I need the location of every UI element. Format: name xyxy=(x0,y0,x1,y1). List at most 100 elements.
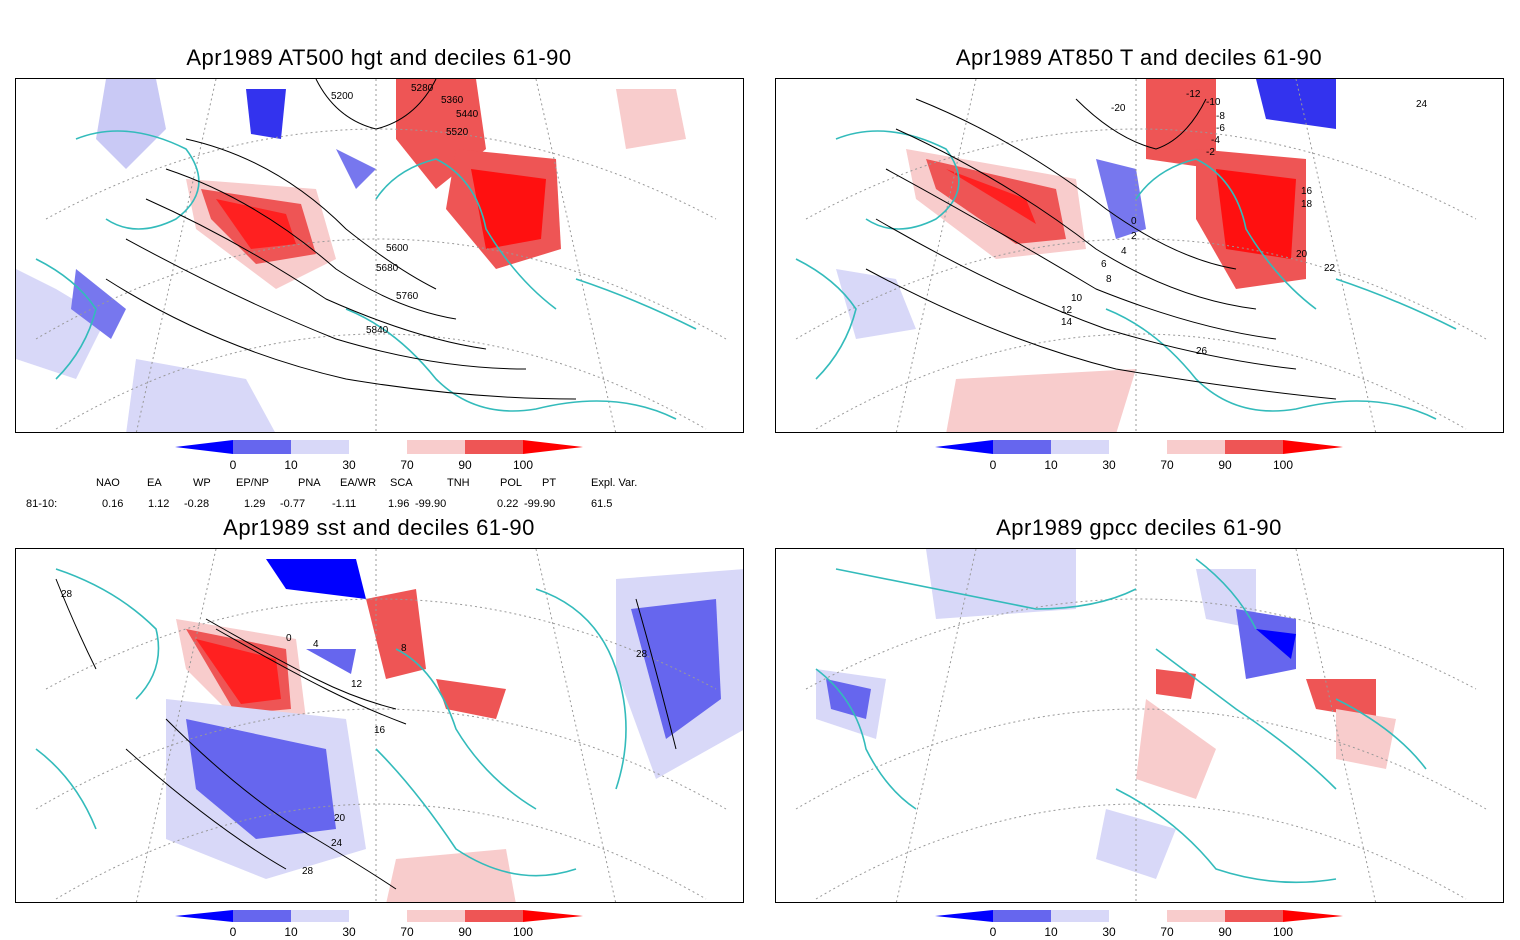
map-sst: 28 0 4 8 12 16 20 24 28 28 xyxy=(15,548,744,903)
colorbar-label: 0 xyxy=(989,458,997,472)
colorbar-label: 100 xyxy=(1272,458,1294,472)
index-value: 61.5 xyxy=(591,498,613,510)
contour-label: -6 xyxy=(1216,123,1225,134)
colorbar-label: 30 xyxy=(1102,458,1116,472)
colorbar-label: 70 xyxy=(1160,458,1174,472)
contour-label: 10 xyxy=(1071,293,1083,304)
index-value: 0.16 xyxy=(102,498,124,510)
contour-label: 5280 xyxy=(411,83,434,94)
colorbar-label: 70 xyxy=(1160,925,1174,939)
colorbar-segment xyxy=(1109,910,1167,922)
index-header: EA/WR xyxy=(340,477,377,489)
colorbar-label: 30 xyxy=(1102,925,1116,939)
contour-label: -4 xyxy=(1211,135,1220,146)
contour-label: -12 xyxy=(1186,89,1201,100)
panel-title-sst: Apr1989 sst and deciles 61-90 xyxy=(223,515,535,540)
colorbar-segment xyxy=(1283,910,1343,922)
contour-label: -2 xyxy=(1206,147,1215,158)
index-value: 0.22 xyxy=(497,498,519,510)
colorbar-segment xyxy=(523,910,583,922)
contour-label: 6 xyxy=(1101,259,1107,270)
panel-title-at500: Apr1989 AT500 hgt and deciles 61-90 xyxy=(186,45,572,70)
contour-label: -20 xyxy=(1111,103,1126,114)
map-at850: -20 -12 -10 -8 -6 -4 -2 0 2 4 6 8 10 12 … xyxy=(775,78,1504,433)
colorbar-segment xyxy=(1051,910,1109,922)
colorbar-segment xyxy=(233,440,291,454)
colorbar-segment xyxy=(233,910,291,922)
colorbar-segment xyxy=(349,910,407,922)
colorbar-segment xyxy=(1167,910,1225,922)
index-value: 1.12 xyxy=(148,498,170,510)
contour-label: 22 xyxy=(1324,263,1336,274)
colorbar-segment xyxy=(1225,910,1283,922)
colorbar-segment xyxy=(523,440,583,454)
index-value: -0.28 xyxy=(184,498,210,510)
colorbar-label: 100 xyxy=(512,458,534,472)
contour-label: 2 xyxy=(1131,231,1137,242)
index-value: -1.11 xyxy=(332,498,357,510)
index-header: SCA xyxy=(390,477,413,489)
contour-label: 0 xyxy=(286,633,292,644)
contour-label: 5680 xyxy=(376,263,399,274)
colorbar-label: 30 xyxy=(342,925,356,939)
colorbar-segment xyxy=(407,910,465,922)
contour-label: 20 xyxy=(1296,249,1308,260)
colorbar-segment xyxy=(993,910,1051,922)
contour-label: 12 xyxy=(351,679,363,690)
index-header: PNA xyxy=(298,477,321,489)
colorbar-segment xyxy=(175,440,233,454)
map-at500: 5200 5280 5360 5440 5520 5600 5680 5760 … xyxy=(15,78,744,433)
colorbar-segment xyxy=(349,440,407,454)
colorbar-segment xyxy=(993,440,1051,454)
contour-label: 28 xyxy=(636,649,648,660)
colorbar-segment xyxy=(1109,440,1167,454)
contour-label: 28 xyxy=(61,589,73,600)
contour-label: 20 xyxy=(334,813,346,824)
colorbar-label: 30 xyxy=(342,458,356,472)
colorbar-label: 70 xyxy=(400,925,414,939)
colorbar-segment xyxy=(1225,440,1283,454)
index-header: NAO xyxy=(96,477,120,489)
colorbar-sst: 0 10 30 70 90 100 xyxy=(175,910,585,940)
contour-label: 5440 xyxy=(456,109,479,120)
index-header: Expl. Var. xyxy=(591,477,638,489)
colorbar-label: 0 xyxy=(229,925,237,939)
colorbar-label: 10 xyxy=(284,458,298,472)
colorbar-segment xyxy=(291,440,349,454)
index-value: -99.90 xyxy=(415,498,447,510)
contour-label: 0 xyxy=(1131,216,1137,227)
index-value: -0.77 xyxy=(280,498,306,510)
colorbar-segment xyxy=(465,910,523,922)
colorbar-label: 100 xyxy=(512,925,534,939)
panel-title-gpcc: Apr1989 gpcc deciles 61-90 xyxy=(996,515,1282,540)
contour-label: 16 xyxy=(1301,186,1313,197)
index-header: POL xyxy=(500,477,523,489)
colorbar-at850: 0 10 30 70 90 100 xyxy=(935,440,1345,480)
colorbar-at500: 0 10 30 70 90 100 xyxy=(175,440,585,480)
colorbar-gpcc: 0 10 30 70 90 100 xyxy=(935,910,1345,940)
contour-label: 5600 xyxy=(386,243,409,254)
colorbar-segment xyxy=(935,910,993,922)
colorbar-label: 90 xyxy=(1218,925,1232,939)
index-value: 1.29 xyxy=(244,498,266,510)
colorbar-label: 100 xyxy=(1272,925,1294,939)
contour-label: 14 xyxy=(1061,317,1073,328)
contour-label: 18 xyxy=(1301,199,1313,210)
colorbar-segment xyxy=(291,910,349,922)
colorbar-segment xyxy=(1051,440,1109,454)
colorbar-segment xyxy=(407,440,465,454)
colorbar-label: 10 xyxy=(1044,925,1058,939)
contour-label: 24 xyxy=(1416,99,1428,110)
contour-label: 5520 xyxy=(446,127,469,138)
contour-label: 24 xyxy=(331,838,343,849)
contour-label: 26 xyxy=(1196,346,1208,357)
colorbar-segment xyxy=(175,910,233,922)
colorbar-label: 0 xyxy=(989,925,997,939)
index-header: EP/NP xyxy=(236,477,270,489)
colorbar-segment xyxy=(935,440,993,454)
colorbar-label: 0 xyxy=(229,458,237,472)
colorbar-segment xyxy=(1167,440,1225,454)
index-header: EA xyxy=(147,477,162,489)
contour-label: 5200 xyxy=(331,91,354,102)
colorbar-label: 10 xyxy=(284,925,298,939)
